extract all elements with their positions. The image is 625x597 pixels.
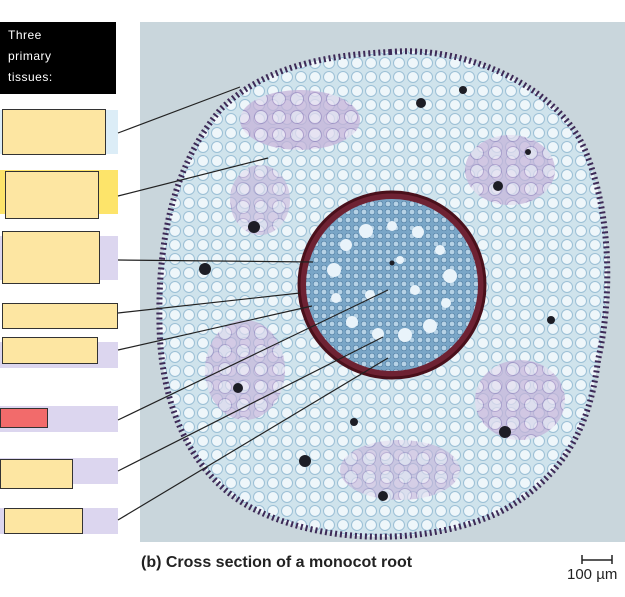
header-line-1: Three — [8, 28, 42, 42]
label-box-xylem[interactable] — [0, 459, 73, 489]
label-box-red[interactable] — [0, 408, 48, 428]
label-box-phloem[interactable] — [4, 508, 83, 534]
header-line-2: primary — [8, 49, 52, 63]
label-box-stele[interactable] — [2, 231, 100, 284]
stele — [297, 190, 487, 380]
label-box-pericycle[interactable] — [2, 337, 98, 364]
scale-bar-label: 100 µm — [567, 566, 618, 583]
tissues-header: Three primary tissues: — [0, 22, 116, 94]
label-box-cortex[interactable] — [5, 171, 99, 219]
label-box-epidermis[interactable] — [2, 109, 106, 155]
leader-lines — [117, 86, 389, 521]
figure-caption: (b) Cross section of a monocot root — [141, 554, 413, 571]
scale-bar — [581, 555, 613, 564]
header-line-3: tissues: — [8, 70, 53, 84]
label-box-endodermis[interactable] — [2, 303, 118, 329]
